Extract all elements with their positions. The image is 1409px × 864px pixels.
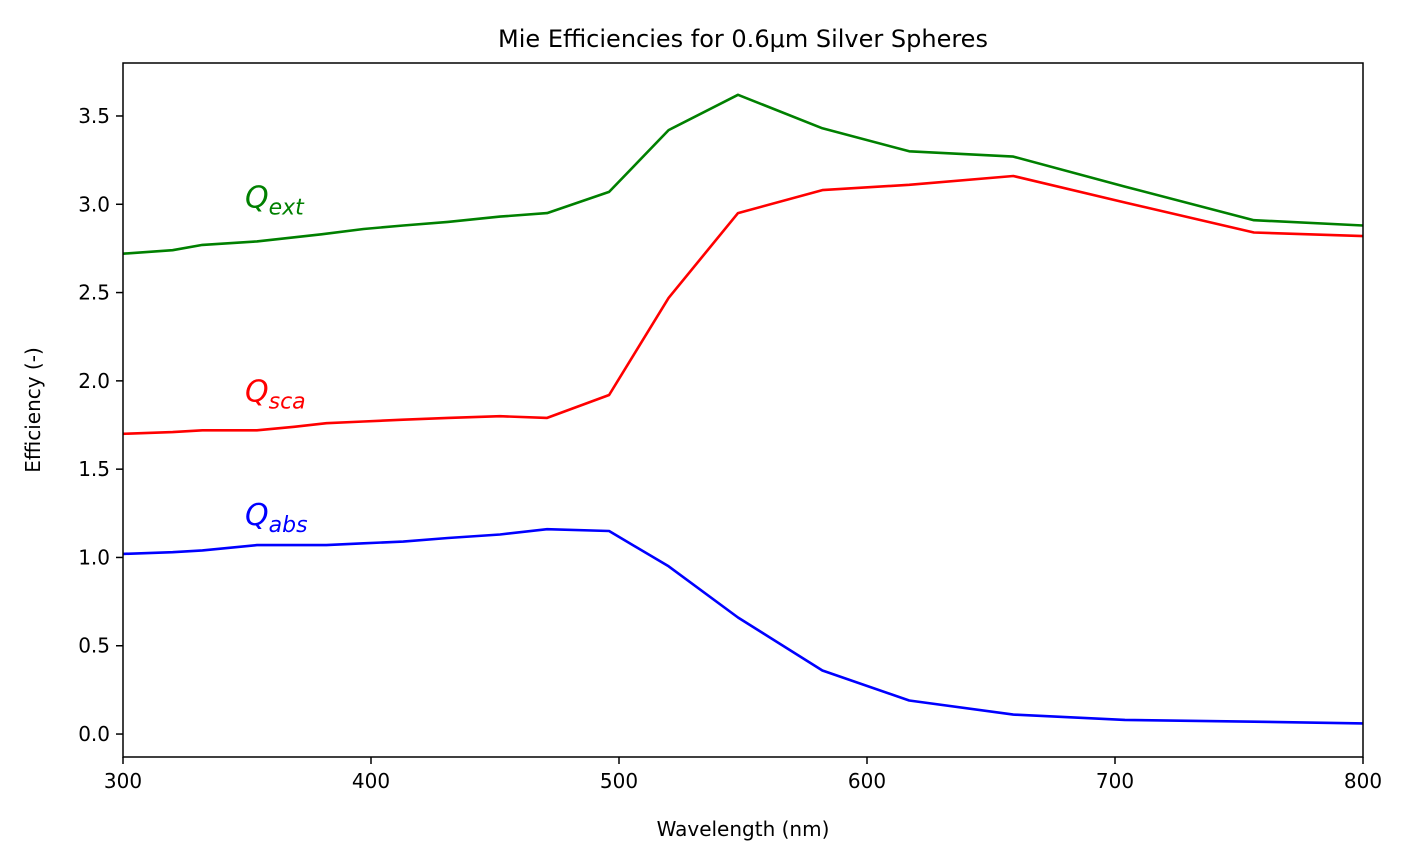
annotation-q-sca: Qsca bbox=[245, 375, 306, 415]
y-tick-label: 0.0 bbox=[78, 722, 110, 746]
x-tick-label: 500 bbox=[600, 769, 638, 793]
y-axis-label: Efficiency (-) bbox=[21, 347, 45, 473]
y-tick-label: 2.5 bbox=[78, 281, 110, 305]
series-line-q-sca bbox=[122, 174, 1364, 436]
y-tick-label: 3.0 bbox=[78, 192, 110, 216]
annotation-q-abs: Qabs bbox=[245, 498, 308, 538]
x-tick-label: 800 bbox=[1344, 769, 1382, 793]
y-tick-label: 1.0 bbox=[78, 545, 110, 569]
plot-area bbox=[122, 93, 1364, 725]
y-tick-label: 2.0 bbox=[78, 369, 110, 393]
x-tick-label: 600 bbox=[848, 769, 886, 793]
plot-frame bbox=[122, 62, 1364, 758]
x-tick-label: 400 bbox=[352, 769, 390, 793]
y-tick-label: 3.5 bbox=[78, 104, 110, 128]
y-tick-label: 1.5 bbox=[78, 457, 110, 481]
y-tick-label: 0.5 bbox=[78, 634, 110, 658]
annotation-q-ext: Qext bbox=[245, 180, 305, 220]
x-tick-label: 300 bbox=[104, 769, 142, 793]
x-tick-label: 700 bbox=[1096, 769, 1134, 793]
x-axis: 300 400 500 600 700 800 bbox=[104, 757, 1382, 793]
chart-title: Mie Efficiencies for 0.6μm Silver Sphere… bbox=[498, 25, 988, 53]
series-line-q-ext bbox=[122, 93, 1364, 255]
annotations: Qext Qsca Qabs bbox=[245, 180, 308, 538]
series-line-q-abs bbox=[122, 527, 1364, 725]
y-axis: 0.0 0.5 1.0 1.5 2.0 2.5 3.0 3.5 bbox=[78, 104, 123, 746]
x-axis-label: Wavelength (nm) bbox=[657, 817, 830, 841]
